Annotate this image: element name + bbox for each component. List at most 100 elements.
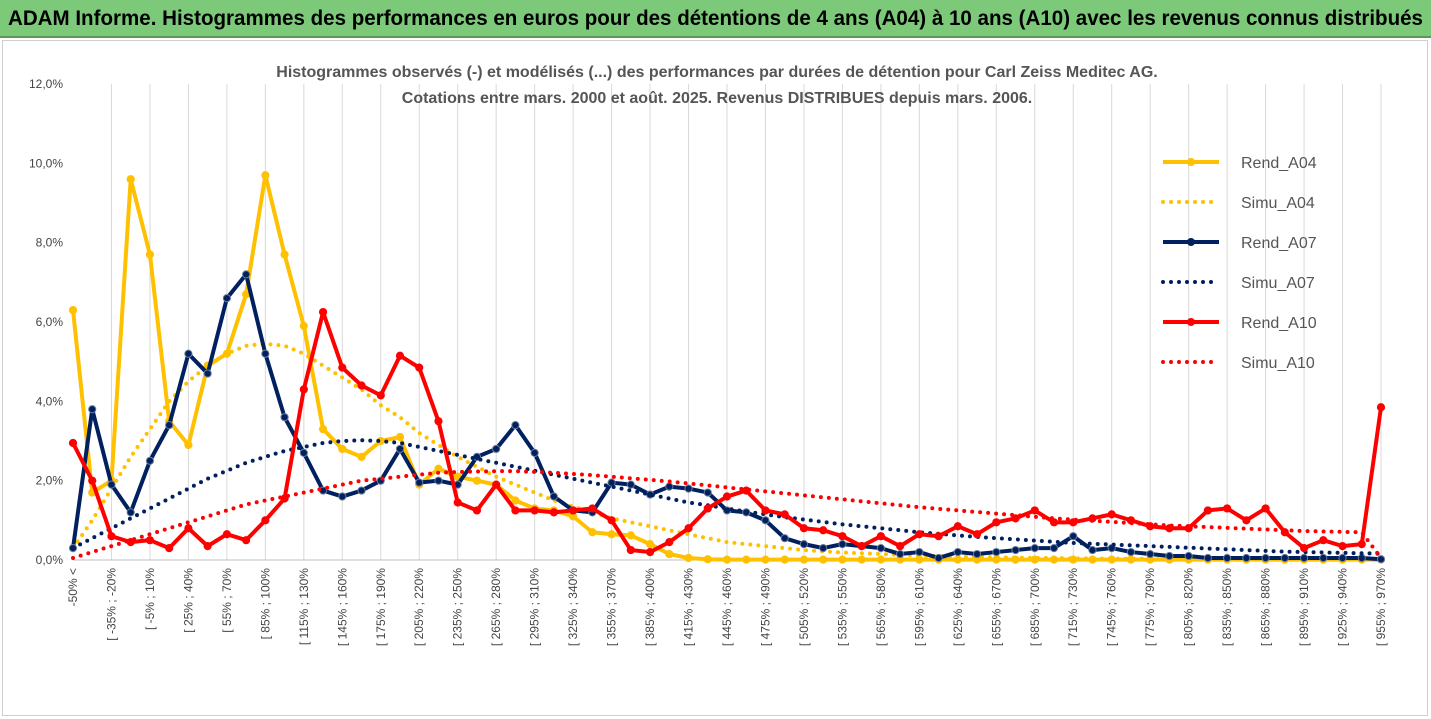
- data-point-rend_a07: [972, 549, 982, 559]
- data-point-rend_a07: [299, 448, 308, 457]
- data-point-rend_a04: [703, 555, 712, 564]
- data-point-rend_a04: [145, 250, 155, 259]
- x-tick-label: [ 415% ; 430%: [682, 568, 696, 646]
- x-tick-label: [ 265% ; 280%: [489, 568, 503, 646]
- x-tick-label: [ 205% ; 220%: [412, 568, 426, 646]
- legend-marker: [1187, 318, 1195, 326]
- data-point-rend_a07: [992, 547, 1001, 557]
- data-point-rend_a10: [1319, 536, 1328, 545]
- x-tick-label: [ 775% ; 790%: [1143, 568, 1157, 646]
- y-tick-label: 8,0%: [36, 236, 64, 250]
- data-point-rend_a07: [799, 540, 809, 549]
- report-banner: ADAM Informe. Histogrammes des performan…: [0, 0, 1431, 38]
- data-point-rend_a10: [819, 526, 828, 535]
- data-point-rend_a04: [761, 555, 770, 564]
- y-tick-label: 2,0%: [36, 474, 64, 488]
- data-point-rend_a10: [857, 542, 866, 551]
- data-point-rend_a10: [1030, 506, 1039, 515]
- data-point-rend_a04: [838, 555, 847, 564]
- data-point-rend_a07: [1165, 551, 1174, 561]
- series-line-simu_a04: [71, 341, 1383, 562]
- x-tick-label: [ 925% ; 940%: [1336, 568, 1350, 646]
- data-point-rend_a04: [318, 425, 328, 434]
- data-point-rend_a10: [184, 524, 193, 533]
- data-point-rend_a10: [569, 506, 578, 515]
- x-tick-label: [ 535% ; 550%: [835, 568, 849, 646]
- legend-entry-simu_a07: Simu_A07: [1241, 275, 1315, 292]
- data-point-rend_a10: [299, 385, 308, 394]
- data-point-rend_a10: [992, 518, 1001, 527]
- data-point-rend_a10: [588, 504, 597, 513]
- data-point-rend_a10: [242, 536, 251, 545]
- legend-entry-rend_a07: Rend_A07: [1241, 235, 1317, 252]
- data-point-rend_a10: [453, 498, 462, 507]
- data-point-rend_a07: [88, 405, 97, 414]
- data-point-rend_a10: [761, 506, 770, 515]
- legend-entry-rend_a04: Rend_A04: [1241, 155, 1317, 172]
- data-point-rend_a07: [242, 270, 251, 279]
- data-point-rend_a10: [626, 545, 635, 555]
- report-title: ADAM Informe. Histogrammes des performan…: [8, 7, 1423, 30]
- data-point-rend_a04: [876, 555, 885, 564]
- data-point-rend_a10: [780, 510, 789, 519]
- data-point-rend_a07: [261, 349, 270, 358]
- data-point-rend_a10: [357, 381, 366, 390]
- x-tick-label: [ 625% ; 640%: [951, 568, 965, 646]
- data-point-rend_a04: [68, 306, 78, 315]
- x-tick-label: [ 655% ; 670%: [989, 568, 1003, 646]
- data-point-rend_a07: [1030, 544, 1039, 553]
- data-point-rend_a07: [415, 478, 424, 487]
- x-tick-label: [ -5% ; 10%: [143, 568, 157, 630]
- data-point-rend_a07: [395, 444, 405, 454]
- data-point-rend_a04: [857, 555, 866, 564]
- data-point-rend_a07: [1146, 549, 1155, 559]
- data-point-rend_a07: [357, 486, 366, 495]
- x-tick-label: [ 235% ; 250%: [451, 568, 465, 646]
- x-tick-label: [ 385% ; 400%: [643, 568, 657, 646]
- y-tick-label: 4,0%: [36, 394, 64, 408]
- data-point-rend_a04: [665, 549, 674, 559]
- data-point-rend_a07: [222, 294, 231, 303]
- data-point-rend_a10: [1357, 540, 1366, 549]
- data-point-rend_a04: [780, 555, 789, 564]
- series-line-simu_a07: [71, 438, 1383, 556]
- data-point-rend_a10: [415, 363, 424, 372]
- data-point-rend_a07: [165, 421, 174, 430]
- data-point-rend_a04: [607, 530, 616, 539]
- data-point-rend_a04: [645, 540, 655, 549]
- data-point-rend_a04: [472, 476, 482, 485]
- data-point-rend_a10: [876, 532, 885, 541]
- data-point-rend_a07: [626, 480, 635, 489]
- x-axis: -50% < [ -35% ; -20% [ -5% ; 10% [ 25% ; 40…: [66, 559, 1388, 646]
- data-point-rend_a07: [1203, 553, 1212, 563]
- x-tick-label: [ 955% ; 970%: [1374, 568, 1388, 646]
- data-point-rend_a10: [1242, 516, 1251, 525]
- data-point-rend_a10: [722, 492, 732, 501]
- data-point-rend_a04: [184, 440, 193, 450]
- data-point-rend_a07: [896, 549, 905, 559]
- legend-marker: [1187, 238, 1195, 246]
- legend-entry-simu_a04: Simu_A04: [1241, 195, 1315, 212]
- data-point-rend_a10: [1299, 544, 1309, 553]
- x-tick-label: [ 55% ; 70%: [220, 568, 234, 633]
- data-point-rend_a10: [338, 363, 347, 372]
- data-point-rend_a07: [434, 476, 443, 485]
- y-tick-label: 6,0%: [36, 315, 64, 329]
- x-tick-label: [ 445% ; 460%: [720, 568, 734, 646]
- data-point-rend_a04: [684, 553, 693, 563]
- data-point-rend_a10: [318, 307, 328, 317]
- data-point-rend_a07: [1011, 545, 1020, 555]
- data-point-rend_a04: [299, 321, 308, 331]
- x-tick-label: [ 595% ; 610%: [912, 568, 926, 646]
- data-point-rend_a04: [395, 432, 405, 442]
- data-point-rend_a07: [1049, 544, 1059, 553]
- chart-title: Histogrammes observés (-) et modélisés (…: [276, 64, 1157, 81]
- x-tick-label: [ 505% ; 520%: [797, 568, 811, 646]
- y-axis: 0,0% 2,0% 4,0% 6,0% 8,0% 10,0% 12,0%: [29, 77, 63, 567]
- data-point-rend_a07: [1184, 551, 1193, 561]
- chart-area: 0,0% 2,0% 4,0% 6,0% 8,0% 10,0% 12,0% -50% < [ -…: [2, 40, 1428, 716]
- data-point-rend_a07: [1088, 545, 1097, 555]
- data-point-rend_a07: [1223, 553, 1232, 563]
- data-point-rend_a04: [261, 171, 270, 180]
- data-point-rend_a10: [607, 516, 616, 525]
